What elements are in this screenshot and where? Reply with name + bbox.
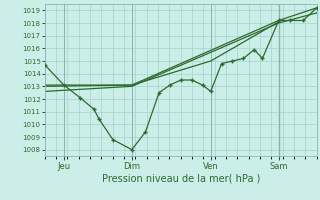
X-axis label: Pression niveau de la mer( hPa ): Pression niveau de la mer( hPa ) bbox=[102, 173, 260, 183]
